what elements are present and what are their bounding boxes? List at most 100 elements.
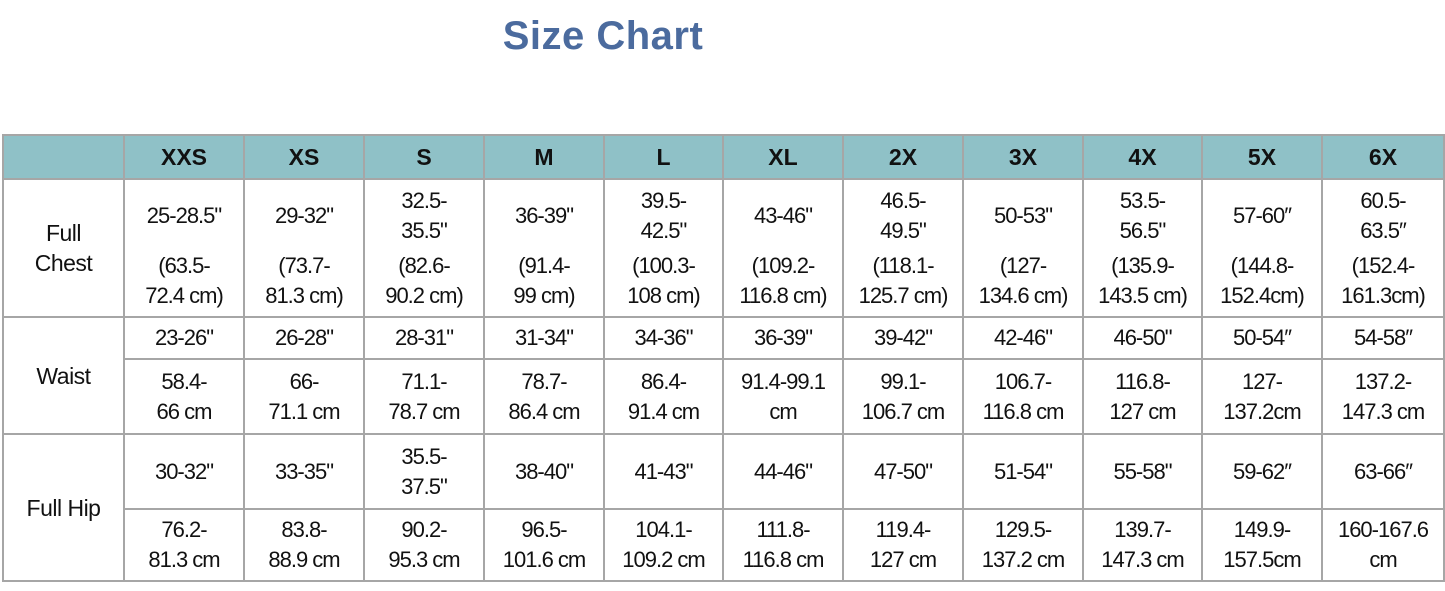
waist-cm-cell: 106.7- 116.8 cm xyxy=(962,358,1084,435)
hip-cm-cell: 149.9- 157.5cm xyxy=(1201,508,1323,582)
chest-cm: (73.7- 81.3 cm) xyxy=(265,253,344,308)
hip-inches-cell: 30-32" xyxy=(123,433,245,510)
header-row: XXS XS S M L XL 2X 3X 4X 5X 6X xyxy=(2,134,1445,180)
hip-inches-cell: 59-62″ xyxy=(1201,433,1323,510)
chest-cm: (100.3- 108 cm) xyxy=(627,253,700,308)
waist-inches-cell: 36-39" xyxy=(722,316,844,360)
chest-cell: 50-53" (127- 134.6 cm) xyxy=(962,178,1084,318)
chest-inches: 57-60″ xyxy=(1232,203,1292,228)
hip-inches-cell: 44-46" xyxy=(722,433,844,510)
hip-cm-cell: 119.4- 127 cm xyxy=(842,508,964,582)
row-label-hip: Full Hip xyxy=(2,433,125,582)
hip-inches-cell: 63-66″ xyxy=(1321,433,1445,510)
chest-cm: (127- 134.6 cm) xyxy=(978,253,1069,308)
chest-inches: 53.5- 56.5" xyxy=(1119,188,1167,243)
waist-cm-cell: 91.4-99.1 cm xyxy=(722,358,844,435)
hip-inches-cell: 47-50" xyxy=(842,433,964,510)
waist-inches-cell: 39-42" xyxy=(842,316,964,360)
waist-cm-cell: 137.2- 147.3 cm xyxy=(1321,358,1445,435)
waist-cm-cell: 66- 71.1 cm xyxy=(243,358,365,435)
waist-inches-cell: 28-31" xyxy=(363,316,485,360)
hip-cm-cell: 129.5- 137.2 cm xyxy=(962,508,1084,582)
chest-row: Full Chest 25-28.5" (63.5- 72.4 cm) 29-32" (… xyxy=(2,178,1445,318)
hip-cm-cell: 111.8- 116.8 cm xyxy=(722,508,844,582)
waist-inches-cell: 42-46" xyxy=(962,316,1084,360)
chest-cm: (82.6- 90.2 cm) xyxy=(385,253,464,308)
size-header-6x: 6X xyxy=(1321,134,1445,180)
chest-inches: 29-32" xyxy=(274,203,334,228)
waist-inches-cell: 23-26" xyxy=(123,316,245,360)
hip-cm-cell: 104.1- 109.2 cm xyxy=(603,508,724,582)
hip-inches-cell: 55-58" xyxy=(1082,433,1203,510)
waist-inches-cell: 26-28" xyxy=(243,316,365,360)
hip-inches-cell: 35.5- 37.5" xyxy=(363,433,485,510)
size-header-s: S xyxy=(363,134,485,180)
size-header-l: L xyxy=(603,134,724,180)
chest-cm: (135.9- 143.5 cm) xyxy=(1098,253,1188,308)
chest-cm: (118.1- 125.7 cm) xyxy=(858,253,949,308)
waist-cm-cell: 127- 137.2cm xyxy=(1201,358,1323,435)
size-header-xl: XL xyxy=(722,134,844,180)
waist-inches-cell: 34-36" xyxy=(603,316,724,360)
row-label-waist: Waist xyxy=(2,316,125,435)
chest-inches: 43-46" xyxy=(753,203,813,228)
size-header-5x: 5X xyxy=(1201,134,1323,180)
waist-inches-cell: 50-54″ xyxy=(1201,316,1323,360)
waist-inches-row: Waist 23-26" 26-28" 28-31" 31-34" 34-36" 36-39… xyxy=(2,316,1445,435)
waist-inches-cell: 31-34" xyxy=(483,316,605,360)
chest-cm: (152.4- 161.3cm) xyxy=(1341,253,1426,308)
waist-inches-cell: 46-50" xyxy=(1082,316,1203,360)
waist-cm-cell: 99.1- 106.7 cm xyxy=(842,358,964,435)
hip-cm-cell: 90.2- 95.3 cm xyxy=(363,508,485,582)
waist-cm-cell: 58.4- 66 cm xyxy=(123,358,245,435)
size-header-xxs: XXS xyxy=(123,134,245,180)
chest-cm: (91.4- 99 cm) xyxy=(513,253,575,308)
waist-cm-row: 58.4- 66 cm 66- 71.1 cm 71.1- 78.7 cm 78.7-… xyxy=(3,358,1445,435)
hip-inches-cell: 38-40" xyxy=(483,433,605,510)
chest-cm: (109.2- 116.8 cm) xyxy=(739,253,827,308)
chest-cell: 36-39" (91.4- 99 cm) xyxy=(483,178,605,318)
chest-cm: (144.8- 152.4cm) xyxy=(1220,253,1305,308)
size-header-4x: 4X xyxy=(1082,134,1203,180)
hip-cm-cell: 96.5- 101.6 cm xyxy=(483,508,605,582)
chest-inches: 50-53" xyxy=(993,203,1053,228)
waist-inches-cell: 54-58″ xyxy=(1321,316,1445,360)
size-header-m: M xyxy=(483,134,605,180)
chest-inches: 39.5- 42.5" xyxy=(640,188,688,243)
chest-cell: 32.5- 35.5" (82.6- 90.2 cm) xyxy=(363,178,485,318)
size-chart-table: XXS XS S M L XL 2X 3X 4X 5X 6X Full Chest 25-28.5" (… xyxy=(2,134,1445,582)
row-label-chest: Full Chest xyxy=(2,178,125,318)
chest-inches: 36-39" xyxy=(514,203,574,228)
waist-cm-cell: 86.4- 91.4 cm xyxy=(603,358,724,435)
chest-cell: 43-46" (109.2- 116.8 cm) xyxy=(722,178,844,318)
hip-inches-cell: 33-35" xyxy=(243,433,365,510)
hip-cm-row: 76.2- 81.3 cm 83.8- 88.9 cm 90.2- 95.3 cm 9… xyxy=(3,508,1445,582)
hip-inches-row: Full Hip 30-32" 33-35" 35.5- 37.5" 38-40" 41-… xyxy=(2,433,1445,582)
hip-inches-cell: 41-43" xyxy=(603,433,724,510)
page-title: Size Chart xyxy=(502,14,704,58)
chest-cell: 57-60″ (144.8- 152.4cm) xyxy=(1201,178,1323,318)
chest-cell: 60.5- 63.5″ (152.4- 161.3cm) xyxy=(1321,178,1445,318)
waist-cm-cell: 116.8- 127 cm xyxy=(1082,358,1203,435)
chest-inches: 46.5- 49.5" xyxy=(880,188,927,243)
chest-cell: 46.5- 49.5" (118.1- 125.7 cm) xyxy=(842,178,964,318)
chest-cm: (63.5- 72.4 cm) xyxy=(145,253,224,308)
waist-cm-cell: 71.1- 78.7 cm xyxy=(363,358,485,435)
hip-cm-cell: 160-167.6 cm xyxy=(1321,508,1445,582)
chest-inches: 60.5- 63.5″ xyxy=(1360,188,1407,243)
waist-cm-cell: 78.7- 86.4 cm xyxy=(483,358,605,435)
hip-inches-cell: 51-54" xyxy=(962,433,1084,510)
size-header-2x: 2X xyxy=(842,134,964,180)
hip-cm-cell: 76.2- 81.3 cm xyxy=(123,508,245,582)
header-corner xyxy=(2,134,125,180)
size-header-3x: 3X xyxy=(962,134,1084,180)
chest-cell: 53.5- 56.5" (135.9- 143.5 cm) xyxy=(1082,178,1203,318)
chest-inches: 25-28.5" xyxy=(146,203,222,228)
hip-cm-cell: 83.8- 88.9 cm xyxy=(243,508,365,582)
chest-cell: 29-32" (73.7- 81.3 cm) xyxy=(243,178,365,318)
size-header-xs: XS xyxy=(243,134,365,180)
chest-cell: 25-28.5" (63.5- 72.4 cm) xyxy=(123,178,245,318)
hip-cm-cell: 139.7- 147.3 cm xyxy=(1082,508,1203,582)
chest-inches: 32.5- 35.5" xyxy=(401,188,448,243)
chest-cell: 39.5- 42.5" (100.3- 108 cm) xyxy=(603,178,724,318)
